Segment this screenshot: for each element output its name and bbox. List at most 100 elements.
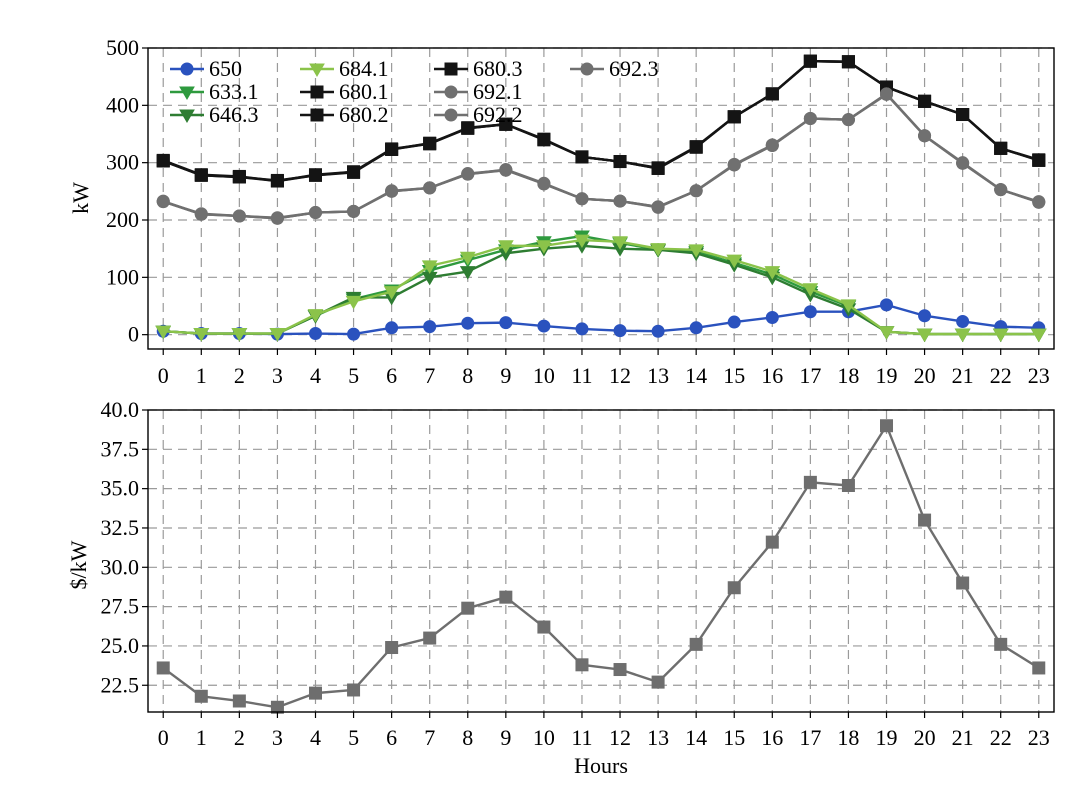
power-point-684-1 bbox=[1030, 328, 1047, 343]
legend-item-692-1: 692.1 bbox=[434, 79, 523, 104]
power-point-650 bbox=[461, 316, 475, 330]
power-point-650 bbox=[499, 316, 513, 330]
price-point-price bbox=[156, 661, 170, 675]
power-point-684-1 bbox=[992, 328, 1009, 343]
power-chart-ylabel: kW bbox=[68, 182, 93, 214]
power-point-692-3 bbox=[575, 192, 589, 206]
legend-marker-692-1 bbox=[444, 85, 458, 99]
legend-item-633-1: 633.1 bbox=[170, 79, 259, 104]
power-chart: 0 1 2 3 4 5 6 7 8 9 10 11 12 13 14 15 16 17 18 19 20 21 22 2301… bbox=[68, 35, 1055, 388]
price-point-price bbox=[461, 601, 475, 615]
price-xtick-label: 18 bbox=[837, 725, 859, 750]
power-point-692-3 bbox=[499, 163, 513, 177]
legend-item-680-3: 680.3 bbox=[434, 56, 523, 81]
legend-item-684-1: 684.1 bbox=[300, 56, 389, 81]
power-point-692-3 bbox=[994, 183, 1008, 197]
power-xtick-label: 0 bbox=[158, 363, 169, 388]
power-point-680-3 bbox=[423, 136, 437, 150]
power-point-684-1 bbox=[345, 295, 362, 310]
power-xtick-label: 9 bbox=[500, 363, 511, 388]
power-point-650 bbox=[347, 327, 361, 341]
power-point-680-3 bbox=[689, 140, 703, 154]
power-point-684-1 bbox=[688, 244, 705, 258]
power-point-680-3 bbox=[347, 165, 361, 179]
legend-marker-692-3 bbox=[580, 62, 594, 76]
price-ytick-label: 30.0 bbox=[101, 554, 140, 579]
power-xtick-label: 6 bbox=[386, 363, 397, 388]
power-point-650 bbox=[803, 305, 817, 319]
power-point-650 bbox=[727, 315, 741, 329]
power-point-680-3 bbox=[651, 161, 665, 175]
legend-label-692-1: 692.1 bbox=[473, 79, 523, 104]
price-point-price bbox=[575, 658, 589, 672]
power-point-684-1 bbox=[878, 326, 895, 340]
price-chart-ticks: 0 1 2 3 4 5 6 7 8 9 10 11 12 13 14 15 16 17 18 19 20 21 22 2322… bbox=[101, 397, 1050, 750]
power-ytick-label: 400 bbox=[106, 92, 139, 117]
power-point-680-3 bbox=[765, 87, 779, 101]
price-ytick-label: 40.0 bbox=[101, 397, 140, 422]
price-chart-xlabel: Hours bbox=[574, 753, 628, 778]
power-series-650 bbox=[156, 298, 1046, 341]
power-ytick-label: 200 bbox=[106, 207, 139, 232]
legend-marker-692-2 bbox=[444, 108, 458, 122]
power-point-692-3 bbox=[232, 209, 246, 223]
price-chart-series bbox=[156, 419, 1046, 714]
price-chart-frame bbox=[147, 409, 1055, 713]
legend-item-650: 650 bbox=[170, 56, 242, 81]
power-point-650 bbox=[765, 310, 779, 324]
power-point-692-3 bbox=[651, 200, 665, 214]
legend-label-633-1: 633.1 bbox=[209, 79, 259, 104]
power-point-650 bbox=[308, 327, 322, 341]
power-chart-ticks: 0 1 2 3 4 5 6 7 8 9 10 11 12 13 14 15 16 17 18 19 20 21 22 2301… bbox=[106, 35, 1050, 388]
power-point-680-3 bbox=[537, 133, 551, 147]
power-point-692-3 bbox=[156, 195, 170, 209]
power-xtick-label: 20 bbox=[914, 363, 936, 388]
power-point-680-3 bbox=[194, 168, 208, 182]
price-point-price bbox=[727, 581, 741, 595]
price-ytick-label: 37.5 bbox=[101, 436, 140, 461]
power-point-692-3 bbox=[727, 157, 741, 171]
power-point-680-3 bbox=[499, 117, 513, 131]
power-point-692-3 bbox=[347, 204, 361, 218]
legend-label-692-2: 692.2 bbox=[473, 102, 523, 127]
power-ytick-label: 100 bbox=[106, 264, 139, 289]
power-point-692-3 bbox=[803, 112, 817, 126]
power-xtick-label: 4 bbox=[310, 363, 321, 388]
price-xtick-label: 8 bbox=[462, 725, 473, 750]
power-point-684-1 bbox=[764, 266, 781, 280]
power-point-680-3 bbox=[461, 121, 475, 135]
price-xtick-label: 9 bbox=[500, 725, 511, 750]
power-xtick-label: 19 bbox=[876, 363, 898, 388]
price-xtick-label: 6 bbox=[386, 725, 397, 750]
price-point-price bbox=[765, 535, 779, 549]
power-xtick-label: 16 bbox=[761, 363, 783, 388]
power-point-650 bbox=[956, 314, 970, 328]
power-point-692-3 bbox=[613, 194, 627, 208]
power-point-684-1 bbox=[155, 325, 172, 340]
price-xtick-label: 4 bbox=[310, 725, 321, 750]
power-series-684-1 bbox=[155, 234, 1047, 343]
power-point-692-3 bbox=[194, 207, 208, 221]
power-point-684-1 bbox=[840, 299, 857, 313]
power-point-680-3 bbox=[575, 150, 589, 164]
price-point-price bbox=[499, 590, 513, 604]
price-point-price bbox=[385, 641, 399, 655]
power-xtick-label: 12 bbox=[609, 363, 631, 388]
power-point-684-1 bbox=[612, 236, 628, 250]
power-point-650 bbox=[575, 322, 589, 336]
power-xtick-label: 18 bbox=[837, 363, 859, 388]
power-point-680-3 bbox=[803, 54, 817, 68]
price-point-price bbox=[803, 475, 817, 489]
power-point-684-1 bbox=[574, 234, 590, 249]
power-point-650 bbox=[651, 324, 665, 338]
price-xtick-label: 14 bbox=[685, 725, 707, 750]
price-xtick-label: 10 bbox=[533, 725, 555, 750]
power-point-680-3 bbox=[613, 155, 627, 169]
power-point-680-3 bbox=[956, 108, 970, 122]
legend-item-680-2: 680.2 bbox=[300, 102, 389, 127]
power-point-680-3 bbox=[385, 142, 399, 156]
price-xtick-label: 15 bbox=[723, 725, 745, 750]
power-ytick-label: 300 bbox=[106, 150, 139, 175]
power-xtick-label: 7 bbox=[424, 363, 435, 388]
